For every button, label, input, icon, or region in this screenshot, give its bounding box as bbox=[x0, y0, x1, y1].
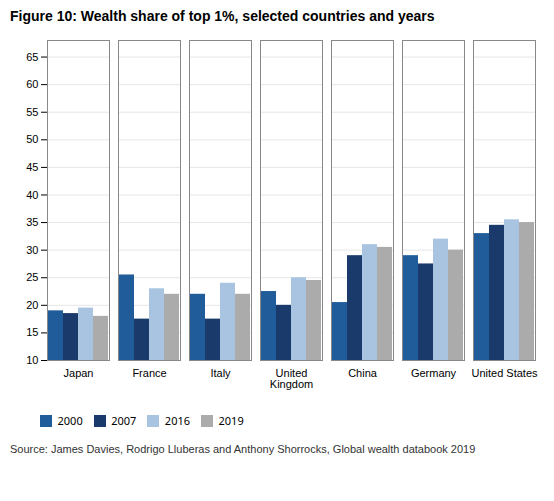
html-text:2019: 2019 bbox=[218, 413, 244, 428]
svg-text:United States: United States bbox=[471, 367, 538, 379]
svg-text:45: 45 bbox=[26, 161, 38, 173]
svg-text:China: China bbox=[348, 367, 378, 379]
svg-text:40: 40 bbox=[26, 189, 38, 201]
svg-text:15: 15 bbox=[26, 326, 38, 338]
svg-text:Japan: Japan bbox=[64, 367, 94, 379]
svg-text:France: France bbox=[132, 367, 166, 379]
svg-text:10: 10 bbox=[26, 354, 38, 366]
svg-text:20: 20 bbox=[26, 299, 38, 311]
svg-text:55: 55 bbox=[26, 106, 38, 118]
html-text:2007: 2007 bbox=[111, 413, 137, 428]
svg-text:35: 35 bbox=[26, 216, 38, 228]
svg-text:60: 60 bbox=[26, 78, 38, 90]
html-text:2000: 2000 bbox=[57, 413, 83, 428]
html-text:Figure 10: Wealth share of top: Figure 10: Wealth share of top 1%, selec… bbox=[10, 8, 435, 24]
svg-text:65: 65 bbox=[26, 51, 38, 63]
svg-text:UnitedKingdom: UnitedKingdom bbox=[270, 367, 313, 390]
svg-text:25: 25 bbox=[26, 271, 38, 283]
svg-text:Italy: Italy bbox=[210, 367, 231, 379]
svg-text:50: 50 bbox=[26, 133, 38, 145]
svg-text:30: 30 bbox=[26, 244, 38, 256]
svg-text:Germany: Germany bbox=[411, 367, 457, 379]
html-text:Source: James Davies, Rodrigo: Source: James Davies, Rodrigo Lluberas a… bbox=[10, 442, 476, 455]
html-text:2016: 2016 bbox=[164, 413, 190, 428]
